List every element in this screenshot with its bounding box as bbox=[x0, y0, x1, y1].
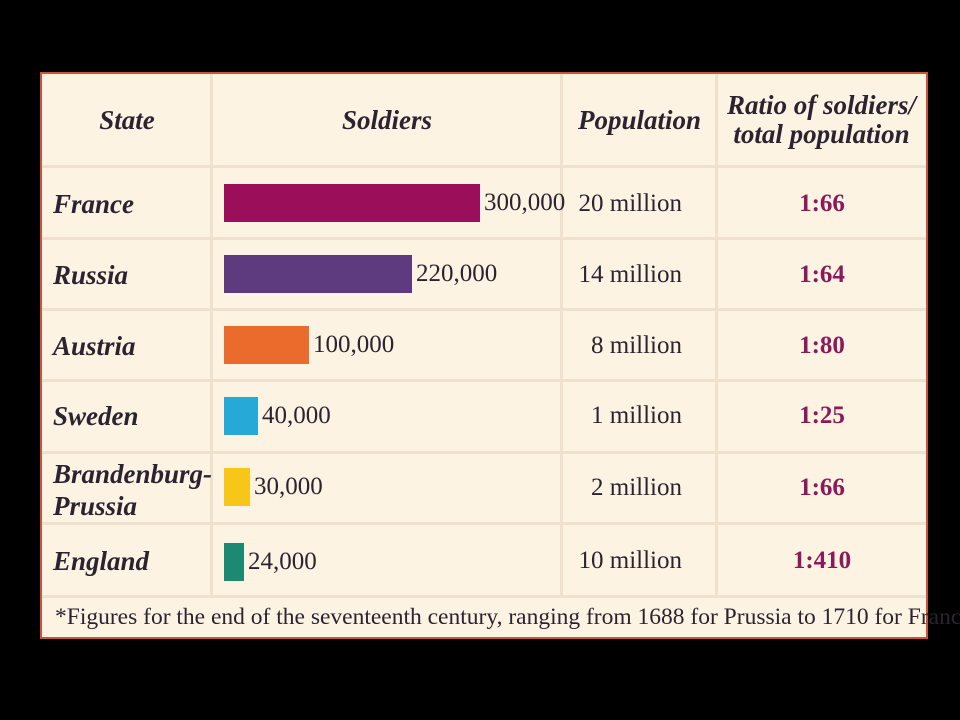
ratio-value: 1:66 bbox=[799, 190, 845, 217]
row-divider bbox=[42, 308, 926, 311]
soldiers-bar bbox=[224, 326, 309, 364]
population-value: 1 million bbox=[591, 402, 682, 429]
state-name: England bbox=[53, 546, 150, 576]
state-name: Austria bbox=[53, 331, 136, 361]
state-name: Sweden bbox=[53, 401, 139, 431]
soldiers-value: 300,000 bbox=[484, 189, 566, 216]
soldiers-value: 40,000 bbox=[262, 402, 331, 429]
row-divider bbox=[42, 379, 926, 382]
population-value: 20 million bbox=[578, 190, 682, 217]
column-divider bbox=[560, 74, 563, 597]
column-divider bbox=[715, 74, 718, 597]
ratio-value: 1:25 bbox=[799, 402, 845, 429]
header-population-label: Population bbox=[577, 104, 702, 135]
state-name-line2: Prussia bbox=[53, 491, 138, 521]
soldiers-value: 220,000 bbox=[416, 260, 498, 287]
header-soldiers: Soldiers bbox=[212, 74, 562, 166]
row-divider bbox=[42, 522, 926, 525]
header-state-label: State bbox=[99, 104, 155, 135]
header-ratio-line1: Ratio of soldiers/ bbox=[726, 90, 916, 120]
soldiers-value: 100,000 bbox=[313, 331, 395, 358]
column-divider bbox=[210, 74, 213, 597]
soldiers-table: State Soldiers Population Ratio of soldi… bbox=[40, 72, 960, 639]
header-ratio-line2: total population bbox=[733, 119, 910, 149]
population-value: 8 million bbox=[591, 332, 682, 359]
row-divider bbox=[42, 595, 926, 598]
ratio-value: 1:64 bbox=[799, 261, 845, 288]
header-soldiers-label: Soldiers bbox=[341, 104, 433, 135]
state-name: Brandenburg- bbox=[53, 459, 213, 489]
row-divider bbox=[42, 165, 926, 168]
ratio-value: 1:66 bbox=[799, 474, 845, 501]
soldiers-bar bbox=[224, 184, 480, 222]
soldiers-bar bbox=[224, 468, 250, 506]
row-divider bbox=[42, 237, 926, 240]
header-ratio: Ratio of soldiers/ total population bbox=[717, 74, 926, 166]
state-name: Russia bbox=[53, 260, 129, 290]
state-name: France bbox=[53, 189, 134, 219]
row-divider bbox=[42, 451, 926, 454]
header-population: Population bbox=[562, 74, 717, 166]
ratio-value: 1:80 bbox=[799, 332, 845, 359]
footnote: *Figures for the end of the seventeenth … bbox=[55, 604, 960, 630]
population-value: 2 million bbox=[591, 474, 682, 501]
soldiers-value: 24,000 bbox=[248, 548, 317, 575]
header-state: State bbox=[42, 74, 212, 166]
population-value: 10 million bbox=[578, 547, 682, 574]
soldiers-bar bbox=[224, 255, 412, 293]
soldiers-value: 30,000 bbox=[254, 473, 323, 500]
population-value: 14 million bbox=[578, 261, 682, 288]
ratio-value: 1:410 bbox=[792, 547, 852, 574]
soldiers-bar bbox=[224, 397, 258, 435]
soldiers-bar bbox=[224, 543, 244, 581]
